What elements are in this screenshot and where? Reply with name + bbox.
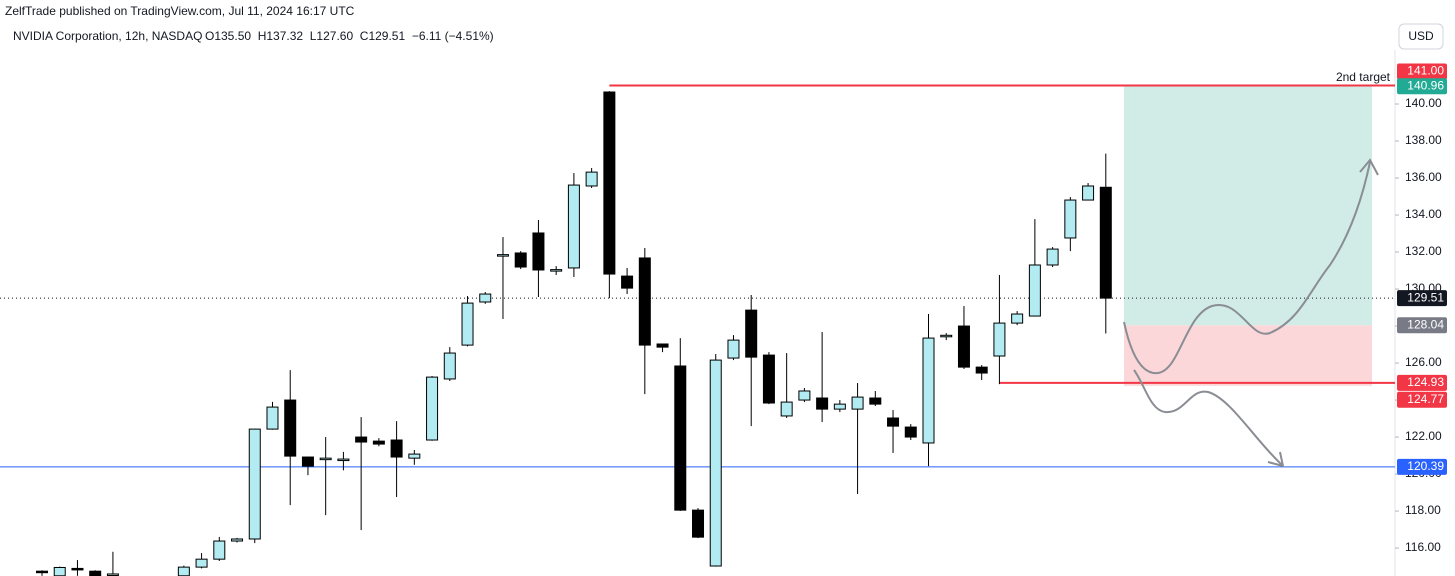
candle-body — [567, 184, 580, 269]
candle-body — [71, 567, 84, 571]
stop-zone — [1124, 325, 1372, 386]
candle-body — [550, 269, 563, 272]
currency-button[interactable] — [1398, 23, 1444, 50]
candle-body — [36, 570, 48, 574]
price-label: 124.93 — [1407, 375, 1444, 389]
candle-body — [301, 456, 314, 467]
price-label-box — [1397, 391, 1447, 408]
candle-body — [177, 566, 190, 576]
y-tick-label: 138.00 — [1405, 133, 1442, 147]
publisher-line: ZelfTrade published on TradingView.com, … — [5, 4, 355, 18]
candle-body — [266, 406, 279, 430]
price-label-box — [1397, 317, 1447, 334]
candle-body — [106, 573, 119, 576]
candle-body — [869, 397, 882, 405]
price-label: 129.51 — [1407, 290, 1444, 304]
price-label-box — [1397, 290, 1447, 307]
y-tick-label: 136.00 — [1405, 170, 1442, 184]
candle-body — [337, 458, 350, 462]
candle-body — [1028, 264, 1041, 317]
candle-body — [922, 337, 935, 444]
candle-body — [195, 558, 208, 568]
candle-body — [355, 436, 368, 443]
candle-body — [514, 252, 527, 268]
candle-body — [319, 457, 332, 461]
y-tick-label: 118.00 — [1405, 503, 1441, 517]
candle-body — [656, 343, 669, 348]
price-label-box — [1397, 458, 1447, 475]
symbol-title: NVIDIA Corporation, 12h, NASDAQ — [13, 29, 202, 43]
candle-body — [780, 401, 793, 417]
candle-body — [390, 439, 403, 458]
price-label-box — [1397, 78, 1447, 95]
candle-body — [762, 354, 775, 404]
price-label-box — [1397, 63, 1447, 80]
y-tick-label: 116.00 — [1405, 540, 1441, 554]
price-label: 140.96 — [1407, 78, 1444, 92]
candle-body — [603, 91, 616, 275]
bull-scenario-arrow — [1123, 161, 1371, 375]
candle-body — [496, 254, 509, 257]
candle-body — [816, 397, 829, 410]
candle-body — [1046, 248, 1059, 266]
candle-body — [408, 453, 421, 459]
y-tick-label: 132.00 — [1405, 244, 1442, 258]
candle-body — [709, 359, 722, 567]
candle-body — [745, 309, 758, 358]
arrow-head — [1267, 451, 1285, 468]
candle-body — [638, 257, 651, 346]
candle-body — [53, 566, 66, 576]
candle-body — [372, 440, 385, 445]
ohlc-status: O135.50 H137.32 L127.60 C129.51 −6.11 (−… — [205, 29, 494, 43]
candle-body — [851, 396, 864, 410]
candle-body — [213, 540, 226, 560]
candle-body — [727, 339, 740, 359]
candle-body — [248, 428, 261, 540]
y-tick-label: 126.00 — [1405, 355, 1442, 369]
candle-body — [231, 538, 244, 542]
y-tick-label: 122.00 — [1405, 429, 1442, 443]
bear-scenario-arrow — [1133, 369, 1283, 466]
candle-body — [1082, 185, 1095, 201]
candle-body — [975, 366, 988, 374]
arrow-head — [1359, 158, 1379, 176]
candle-body — [833, 403, 846, 410]
target-zone — [1124, 86, 1372, 326]
candle-body — [89, 570, 102, 576]
candle-body — [532, 232, 545, 271]
price-label: 141.00 — [1407, 64, 1444, 78]
candle-body — [585, 171, 598, 187]
y-tick-label: 140.00 — [1405, 96, 1442, 110]
price-label: 128.04 — [1407, 317, 1444, 331]
candle-body — [1064, 199, 1077, 239]
candle-body — [426, 376, 439, 441]
annotation: 2nd target — [1336, 70, 1391, 84]
candle-body — [1011, 313, 1024, 324]
drawn-arrows — [1123, 158, 1379, 468]
y-tick-label: 134.00 — [1405, 207, 1442, 221]
candle-body — [957, 325, 970, 368]
candle-body — [443, 352, 456, 380]
price-label: 120.39 — [1407, 459, 1444, 473]
candle-body — [1099, 186, 1112, 299]
plot-area — [0, 84, 1395, 576]
currency-label[interactable]: USD — [1408, 29, 1434, 43]
candle-body — [993, 322, 1006, 357]
candle-body — [904, 426, 917, 438]
candle-body — [692, 509, 705, 538]
price-label: 124.77 — [1407, 392, 1444, 406]
candle-body — [461, 302, 474, 346]
candle-body — [479, 293, 492, 303]
candle-body — [674, 365, 687, 511]
candle-body — [887, 417, 900, 427]
candle-body — [940, 334, 953, 338]
candle-body — [798, 390, 811, 401]
price-label-box — [1397, 374, 1447, 391]
candle-body — [284, 399, 297, 457]
candle-body — [621, 275, 634, 289]
